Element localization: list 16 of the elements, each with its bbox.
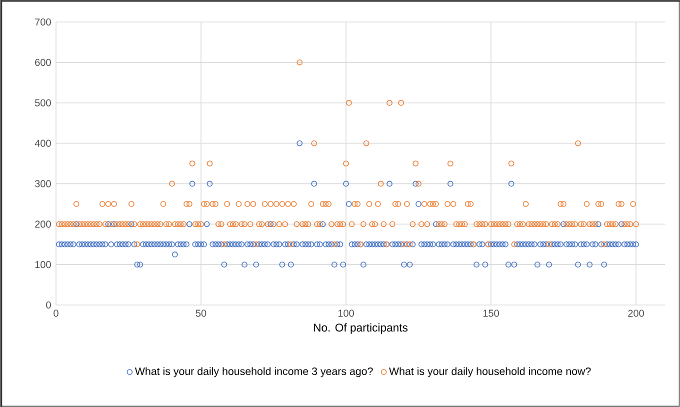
legend-label: What is your daily household income 3 years ago? <box>134 367 373 378</box>
x-axis-title: No. Of participants <box>314 323 408 334</box>
y-tick-label: 100 <box>35 261 51 268</box>
y-tick-label: 200 <box>35 220 51 228</box>
y-tick-label: 700 <box>35 18 51 26</box>
legend-label: What is your daily household income now? <box>389 367 591 378</box>
y-tick-label: 300 <box>34 180 51 188</box>
x-tick-label: 200 <box>628 310 644 317</box>
y-tick-label: 0 <box>46 301 51 309</box>
y-tick-label: 400 <box>34 140 51 147</box>
x-tick-label: 150 <box>483 310 499 317</box>
x-tick-label: 0 <box>54 310 58 317</box>
x-tick-label: 50 <box>196 310 206 317</box>
y-tick-label: 600 <box>35 58 51 66</box>
y-tick-label: 500 <box>35 99 51 106</box>
x-tick-label: 100 <box>338 310 354 317</box>
